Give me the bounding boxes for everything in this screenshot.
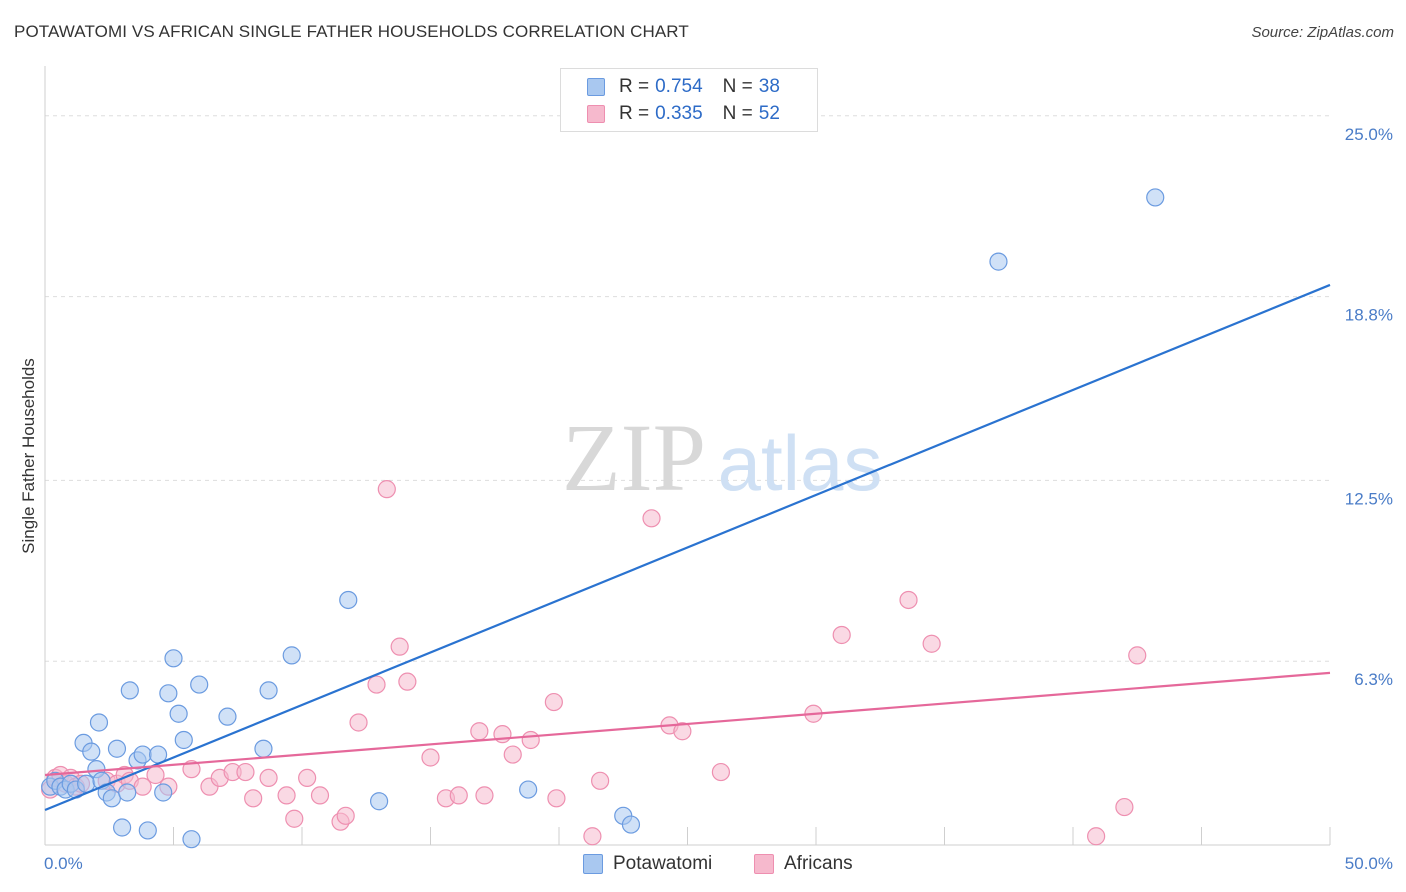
legend-n-label: N =	[722, 103, 753, 124]
africans-point	[922, 634, 941, 653]
africans-point	[398, 672, 417, 691]
y-tick-label: 25.0%	[1345, 125, 1393, 144]
legend-r-value: 0.754	[655, 76, 703, 97]
africans-point	[1087, 827, 1106, 846]
africans-point	[899, 590, 918, 610]
potawatomi-point	[339, 590, 358, 610]
potawatomi-point	[107, 739, 127, 758]
correlation-legend: R = 0.754 N = 38 R = 0.335 N = 52	[560, 68, 818, 132]
potawatomi-point	[120, 681, 139, 700]
trend-lines	[44, 283, 1331, 812]
africans-point	[310, 786, 330, 805]
potawatomi-trend-line	[44, 283, 1331, 812]
potawatomi-point	[182, 830, 201, 849]
grid-lines	[45, 115, 1330, 662]
potawatomi-point	[621, 815, 641, 834]
y-tick-label: 12.5%	[1345, 489, 1393, 508]
potawatomi-point	[1146, 188, 1165, 207]
watermark-atlas: atlas	[718, 419, 883, 507]
africans-point	[544, 692, 563, 712]
africans-point	[475, 786, 494, 805]
africans-point	[390, 637, 409, 656]
africans-point	[182, 760, 201, 779]
potawatomi-point	[112, 818, 132, 837]
africans-point	[336, 806, 355, 825]
africans-point	[377, 480, 396, 499]
africans-point	[832, 625, 851, 645]
africans-point	[277, 786, 296, 805]
x-tick-label: 0.0%	[44, 854, 83, 873]
potawatomi-point	[138, 821, 157, 840]
africans-point	[521, 730, 540, 750]
potawatomi-point	[282, 646, 301, 665]
potawatomi-point	[190, 675, 209, 694]
potawatomi-point	[154, 783, 173, 802]
legend-r-label: R =	[619, 103, 650, 124]
africans-point	[470, 722, 489, 741]
potawatomi-point	[118, 783, 137, 802]
bottom-legend-label: Africans	[784, 853, 853, 874]
legend-n-value: 52	[758, 103, 780, 124]
potawatomi-point	[254, 739, 273, 758]
potawatomi-point	[989, 252, 1008, 271]
legend-swatch-pink	[587, 105, 605, 123]
legend-swatch-blue	[587, 78, 605, 96]
bottom-legend-potawatomi: Potawatomi	[583, 852, 712, 876]
legend-n-value: 38	[758, 76, 780, 97]
africans-point	[285, 809, 304, 828]
potawatomi-point	[519, 780, 538, 799]
watermark: ZIP atlas	[562, 404, 882, 511]
potawatomi-point	[159, 684, 178, 703]
africans-point	[349, 713, 368, 732]
africans-point	[259, 768, 278, 788]
africans-point	[449, 786, 468, 805]
bottom-legend-africans: Africans	[754, 852, 853, 876]
y-tick-label: 18.8%	[1345, 306, 1393, 325]
africans-point	[503, 745, 522, 764]
bottom-legend-swatch-blue	[583, 854, 603, 874]
potawatomi-point	[169, 704, 188, 723]
africans-point	[421, 748, 440, 767]
axis-ticks: 6.3% 12.5% 18.8% 25.0% 0.0% 50.0%	[44, 125, 1393, 873]
africans-point	[244, 789, 263, 808]
legend-row-potawatomi: R = 0.754 N = 38	[587, 75, 780, 99]
legend-row-africans: R = 0.335 N = 52	[587, 102, 780, 126]
y-tick-label: 6.3%	[1354, 670, 1393, 689]
potawatomi-point	[89, 713, 109, 732]
source-label: Source: ZipAtlas.com	[1251, 24, 1394, 41]
potawatomi-point	[133, 745, 152, 764]
potawatomi-point	[174, 730, 193, 750]
africans-trend-line	[44, 671, 1331, 777]
x-tick-label: 50.0%	[1345, 854, 1393, 873]
africans-point	[1128, 646, 1147, 665]
watermark-zip: ZIP	[562, 404, 706, 511]
potawatomi-point	[82, 742, 101, 761]
potawatomi-point	[218, 707, 237, 726]
potawatomi-point	[102, 789, 121, 808]
africans-point	[236, 762, 255, 782]
africans-point	[591, 771, 610, 790]
africans-point	[583, 827, 602, 846]
chart-title: POTAWATOMI VS AFRICAN SINGLE FATHER HOUS…	[14, 22, 689, 41]
legend-r-value: 0.335	[655, 103, 703, 124]
africans-point	[642, 509, 661, 528]
africans-point	[711, 762, 731, 782]
legend-r-label: R =	[619, 76, 650, 97]
axes	[44, 66, 1331, 846]
legend-n-label: N =	[722, 76, 753, 97]
data-points	[41, 188, 1165, 849]
potawatomi-point	[370, 792, 389, 811]
potawatomi-point	[259, 681, 278, 700]
africans-point	[367, 675, 386, 694]
africans-point	[547, 789, 566, 808]
bottom-legend-label: Potawatomi	[613, 853, 713, 874]
africans-point	[1115, 797, 1134, 817]
bottom-legend-swatch-pink	[754, 854, 774, 874]
africans-point	[298, 768, 317, 788]
africans-point	[673, 722, 692, 741]
potawatomi-point	[164, 649, 183, 668]
